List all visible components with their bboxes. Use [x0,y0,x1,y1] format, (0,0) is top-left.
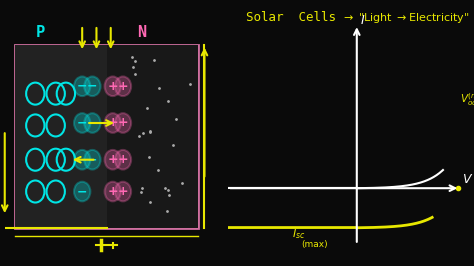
Text: −: − [87,153,98,166]
Circle shape [115,77,131,96]
Text: −: − [77,80,87,93]
Text: N: N [137,25,146,40]
Circle shape [74,150,91,169]
Circle shape [84,77,100,96]
Text: +: + [108,117,118,130]
Circle shape [115,182,131,201]
Text: −: − [87,117,98,130]
Text: Solar  Cells: Solar Cells [246,11,337,24]
Bar [15,45,107,228]
Circle shape [74,113,91,133]
Text: +: + [118,153,128,166]
Text: +: + [118,117,128,130]
Text: +: + [108,185,118,198]
Circle shape [115,113,131,133]
Text: V: V [462,173,471,186]
Text: +: + [108,153,118,166]
Bar [15,45,199,228]
Text: +: + [118,80,128,93]
Circle shape [105,113,121,133]
Circle shape [105,182,121,201]
Circle shape [84,113,100,133]
Text: −: − [77,153,87,166]
Text: $I_{sc}$: $I_{sc}$ [292,227,306,241]
Circle shape [74,182,91,201]
Text: −: − [77,185,87,198]
Text: +: + [108,80,118,93]
Bar [107,45,199,228]
Text: $V_{oc}^{(max)}$: $V_{oc}^{(max)}$ [460,92,474,109]
Circle shape [115,150,131,169]
Text: I: I [361,14,365,27]
Text: $\rightarrow$ "Light $\rightarrow$Electricity": $\rightarrow$ "Light $\rightarrow$Electr… [341,11,470,25]
Text: −: − [87,80,98,93]
Circle shape [74,77,91,96]
Text: −: − [77,117,87,130]
Text: P: P [35,25,45,40]
Circle shape [84,150,100,169]
Text: (max): (max) [301,240,328,249]
Circle shape [105,150,121,169]
Text: +: + [118,185,128,198]
Circle shape [105,77,121,96]
